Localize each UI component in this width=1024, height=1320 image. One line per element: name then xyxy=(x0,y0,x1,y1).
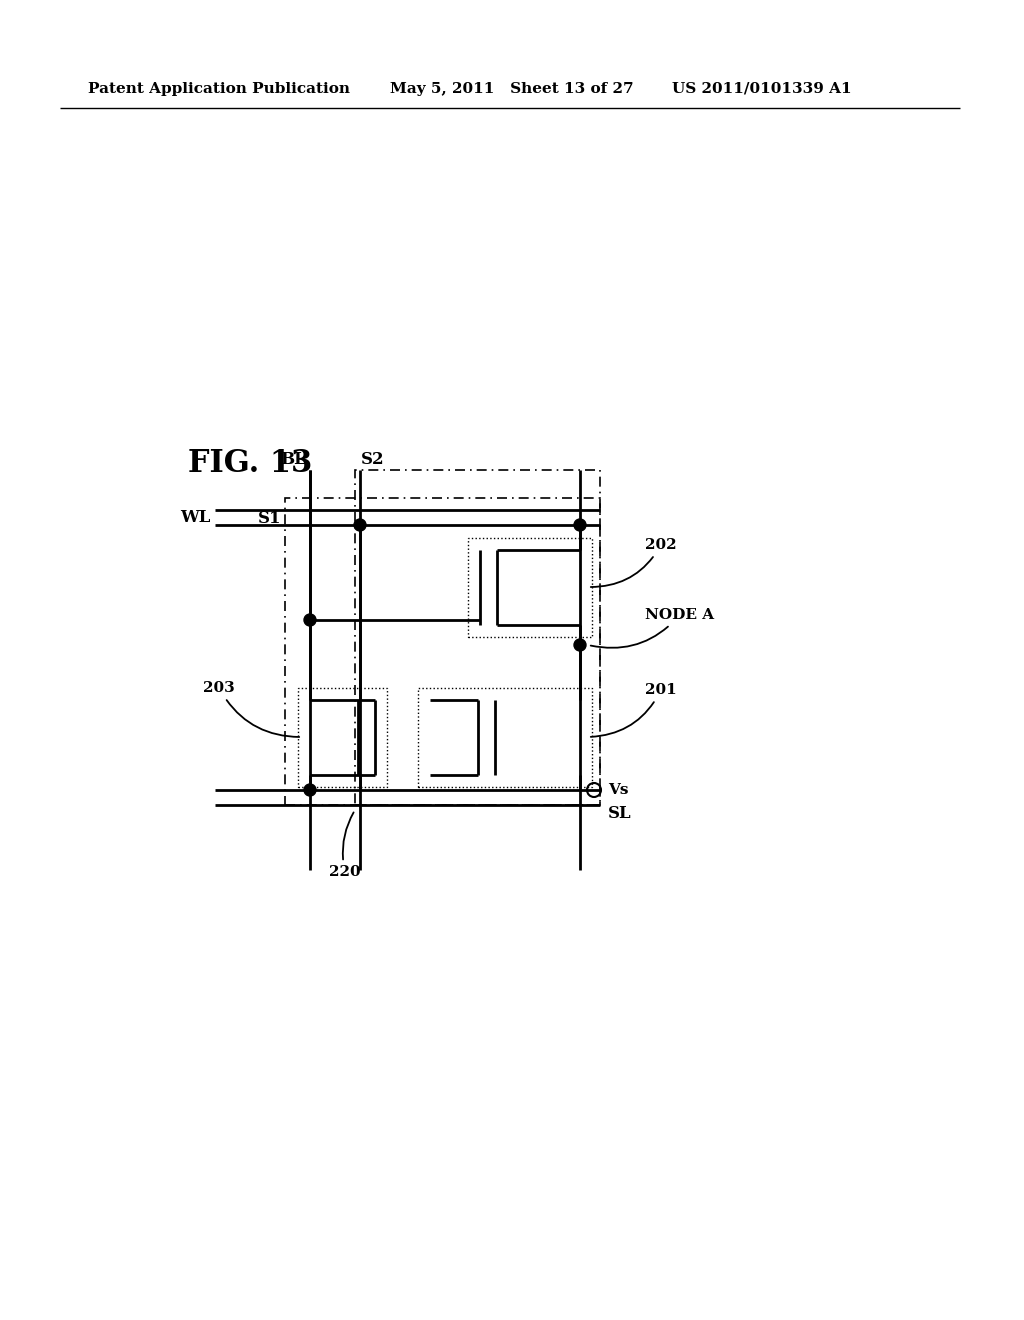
Circle shape xyxy=(304,784,316,796)
Text: 203: 203 xyxy=(203,681,299,737)
Text: WL: WL xyxy=(179,510,210,525)
Bar xyxy=(468,539,592,638)
Bar xyxy=(355,470,600,805)
Text: May 5, 2011   Sheet 13 of 27: May 5, 2011 Sheet 13 of 27 xyxy=(390,82,634,96)
Text: Patent Application Publication: Patent Application Publication xyxy=(88,82,350,96)
Text: S1: S1 xyxy=(257,510,281,527)
Text: BL: BL xyxy=(281,451,306,469)
Bar xyxy=(418,688,592,787)
Text: FIG. 13: FIG. 13 xyxy=(188,447,312,479)
Text: 201: 201 xyxy=(591,682,677,737)
Bar xyxy=(298,688,387,787)
Text: SL: SL xyxy=(608,805,632,822)
Text: US 2011/0101339 A1: US 2011/0101339 A1 xyxy=(672,82,852,96)
Circle shape xyxy=(574,639,586,651)
Circle shape xyxy=(574,519,586,531)
Circle shape xyxy=(354,519,366,531)
Text: NODE A: NODE A xyxy=(591,609,714,648)
Bar xyxy=(285,498,600,805)
Text: 220: 220 xyxy=(329,812,360,879)
Text: 202: 202 xyxy=(591,539,677,587)
Text: Vs: Vs xyxy=(608,783,629,797)
Text: S2: S2 xyxy=(361,451,385,469)
Circle shape xyxy=(304,614,316,626)
